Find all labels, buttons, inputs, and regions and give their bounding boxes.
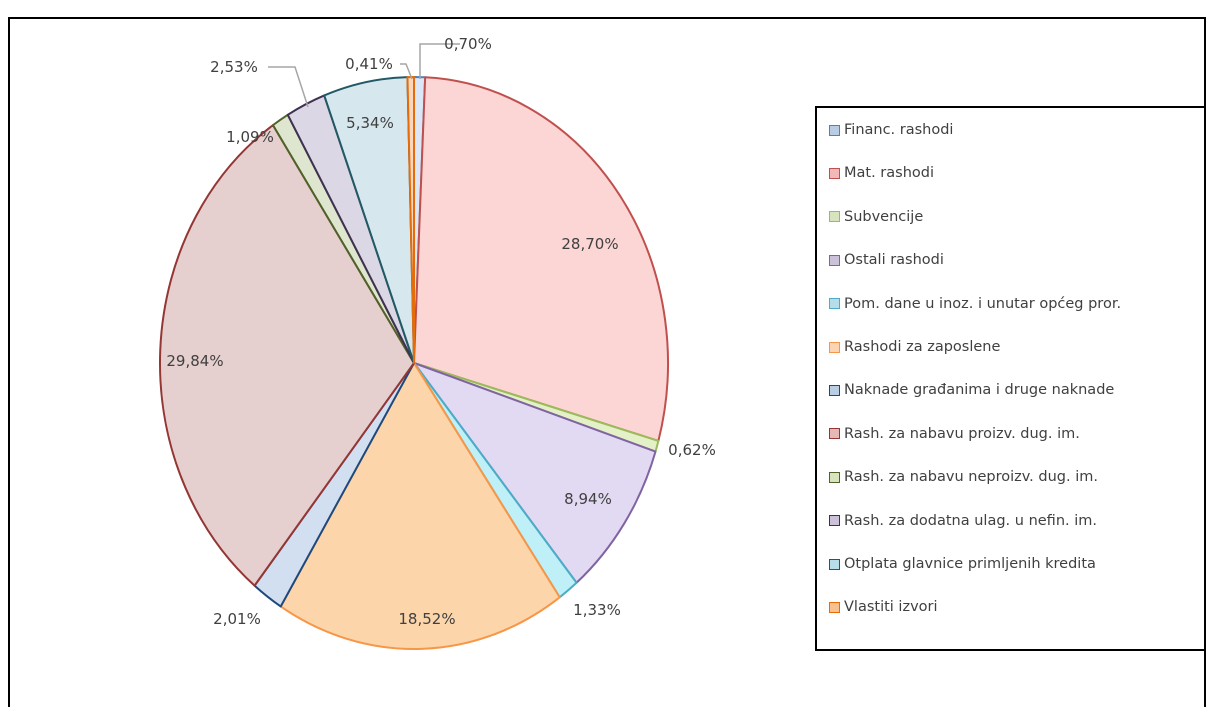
data-label: 28,70% xyxy=(561,235,618,253)
data-label: 0,41% xyxy=(345,55,393,73)
data-label: 29,84% xyxy=(166,352,223,370)
legend-label: Ostali rashodi xyxy=(844,252,944,269)
legend-label: Rash. za nabavu neproizv. dug. im. xyxy=(844,469,1098,486)
legend-swatch xyxy=(829,471,840,483)
legend-label: Subvencije xyxy=(844,208,924,225)
leader-line xyxy=(268,66,309,108)
legend-swatch xyxy=(829,341,840,353)
legend-swatch xyxy=(829,254,840,266)
legend-swatch xyxy=(829,124,840,136)
legend-label: Rash. za nabavu proizv. dug. im. xyxy=(844,425,1080,442)
legend-item: Rash. za nabavu proizv. dug. im. xyxy=(829,424,1080,444)
legend-swatch xyxy=(829,167,840,179)
legend-item: Financ. rashodi xyxy=(829,120,953,140)
pie-slice xyxy=(413,362,657,584)
legend-swatch xyxy=(829,515,840,527)
legend-label: Vlastiti izvori xyxy=(844,599,938,616)
legend-item: Pom. dane u inoz. i unutar općeg pror. xyxy=(829,294,1121,314)
data-label: 0,70% xyxy=(444,35,492,53)
pie-slice xyxy=(159,124,415,587)
legend-item: Rashodi za zaposlene xyxy=(829,337,1000,357)
legend-swatch xyxy=(829,384,840,396)
data-label: 0,62% xyxy=(668,441,716,459)
legend-label: Rashodi za zaposlene xyxy=(844,339,1001,355)
pie-chart: 0,70% 28,70% 0,62% 8,94% 1,33% 18,52% 2,01% 29,… xyxy=(159,35,716,650)
legend-item: Rash. za nabavu neproizv. dug. im. xyxy=(829,467,1098,487)
legend-item: Naknade građanima i druge naknade xyxy=(829,380,1114,400)
legend-label: Rash. za dodatna ulag. u nefin. im. xyxy=(844,512,1097,529)
legend-label: Mat. rashodi xyxy=(844,165,934,182)
legend-label: Otplata glavnice primljenih kredita xyxy=(844,556,1096,572)
pie-slice xyxy=(279,362,561,650)
legend-swatch xyxy=(829,558,840,570)
legend: Financ. rashodi Mat. rashodi Subvencije Ost… xyxy=(815,106,1206,651)
legend-label: Pom. dane u inoz. i unutar općeg pror. xyxy=(844,295,1122,312)
legend-item: Mat. rashodi xyxy=(829,163,934,183)
data-label: 1,33% xyxy=(573,601,621,619)
data-label: 1,09% xyxy=(226,128,274,146)
chart-title xyxy=(0,0,1208,10)
legend-swatch xyxy=(829,211,840,223)
data-label: 18,52% xyxy=(398,610,455,628)
legend-swatch xyxy=(829,428,840,440)
data-label: 2,53% xyxy=(210,58,258,76)
data-label: 5,34% xyxy=(346,114,394,132)
legend-label: Financ. rashodi xyxy=(844,122,954,138)
leader-line xyxy=(400,63,413,80)
legend-swatch xyxy=(829,601,840,613)
chart-frame: 0,70% 28,70% 0,62% 8,94% 1,33% 18,52% 2,01% 29,… xyxy=(8,17,1206,707)
pie-slice xyxy=(413,76,669,442)
legend-item: Otplata glavnice primljenih kredita xyxy=(829,554,1096,574)
legend-item: Vlastiti izvori xyxy=(829,597,938,617)
leader-line xyxy=(419,43,460,79)
legend-swatch xyxy=(829,298,840,310)
legend-item: Subvencije xyxy=(829,207,923,227)
legend-item: Ostali rashodi xyxy=(829,250,944,270)
data-label: 8,94% xyxy=(564,490,612,508)
data-label: 2,01% xyxy=(213,610,261,628)
legend-item: Rash. za dodatna ulag. u nefin. im. xyxy=(829,511,1097,531)
legend-label: Naknade građanima i druge naknade xyxy=(844,382,1115,399)
